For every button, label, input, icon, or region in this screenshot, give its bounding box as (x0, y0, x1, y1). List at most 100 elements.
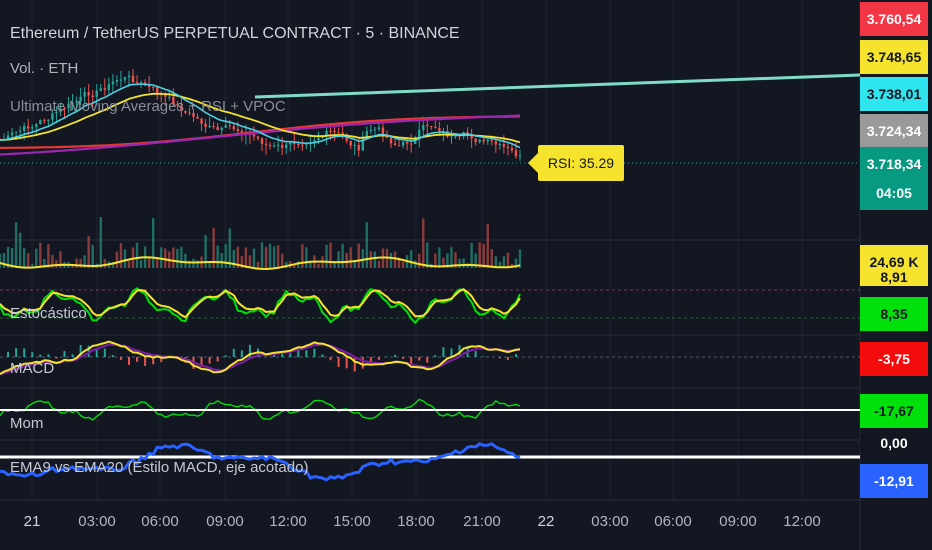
volume-bar (486, 224, 489, 268)
volume-bar (462, 258, 465, 268)
volume-bar (341, 243, 344, 268)
volume-bar (272, 246, 276, 268)
candle-body (59, 108, 62, 112)
volume-bar (208, 261, 211, 268)
macd-histogram-bar (410, 357, 413, 366)
symbol-title[interactable]: Ethereum / TetherUS PERPETUAL CONTRACT ·… (10, 25, 460, 42)
volume-bar (450, 247, 453, 268)
candle-body (458, 136, 461, 138)
candle-body (510, 148, 514, 151)
candle-body (422, 125, 425, 130)
volume-bar (228, 228, 231, 268)
volume-bar (22, 248, 26, 268)
macd-histogram-bar (369, 357, 372, 364)
indicator-badge: 8,35 (860, 297, 928, 331)
price-badge: 3.748,65 (860, 40, 928, 74)
candle-body (466, 132, 469, 135)
candle-body (486, 139, 489, 142)
macd-histogram-bar (224, 355, 227, 357)
mom-pane-label[interactable]: Mom (10, 415, 44, 432)
volume-label[interactable]: Vol. · ETH (10, 60, 79, 77)
candle-body (426, 125, 429, 127)
volume-bar (220, 252, 223, 268)
volume-ma-line (0, 256, 521, 270)
candle-body (333, 130, 336, 133)
stoch-k-line (0, 288, 521, 319)
candle-body (498, 144, 502, 146)
macd-line (0, 340, 521, 375)
volume-bar (389, 252, 393, 268)
candle-body (369, 129, 373, 132)
volume-bar (119, 243, 123, 268)
volume-bar (293, 263, 296, 268)
candle-body (172, 96, 175, 105)
candle-body (6, 135, 10, 140)
candle-body (79, 96, 82, 102)
candle-body (22, 125, 26, 131)
candle-body (147, 85, 151, 87)
volume-bar (135, 242, 139, 268)
volume-bar (236, 246, 240, 268)
indicator-badge: 0,00 (860, 434, 928, 452)
volume-bar (188, 260, 191, 268)
indicator-title[interactable]: Ultimate Moving Averages + RSI + VPOC (10, 98, 286, 115)
macd-histogram-bar (418, 357, 421, 361)
candle-body (95, 90, 98, 98)
candle-body (474, 138, 477, 143)
ema-pane-label[interactable]: EMA9 vs EMA20 (Estilo MACD, eje acotado) (10, 459, 309, 476)
macd-histogram-bar (345, 357, 348, 369)
candle-body (139, 82, 143, 84)
macd-histogram-bar (152, 357, 155, 365)
candle-body (256, 136, 260, 139)
candle-body (478, 139, 481, 143)
macd-histogram-bar (281, 353, 284, 357)
candle-body (204, 123, 207, 127)
volume-bar (0, 253, 2, 268)
time-axis-tick: 12:00 (783, 513, 821, 530)
volume-bar (59, 251, 62, 268)
volume-bar (14, 222, 18, 268)
volume-bar (180, 246, 183, 268)
candle-body (289, 142, 292, 145)
candle-body (151, 86, 155, 88)
time-axis-tick: 06:00 (654, 513, 692, 530)
macd-histogram-bar (79, 344, 82, 357)
volume-bar (482, 243, 485, 268)
volume-bar (160, 247, 163, 268)
macd-histogram-bar (103, 348, 106, 357)
macd-histogram-bar (450, 348, 453, 357)
volume-bar (31, 263, 34, 268)
macd-histogram-bar (442, 347, 445, 357)
candle-body (103, 88, 107, 90)
candle-body (365, 131, 369, 137)
volume-bar (27, 253, 30, 268)
candle-body (329, 130, 332, 132)
stoch-d-line (0, 287, 521, 324)
candle-body (131, 75, 135, 83)
candle-body (236, 129, 240, 131)
volume-bar (393, 251, 397, 268)
volume-bar (248, 255, 252, 268)
stochastic-pane-label[interactable]: Estocástico (10, 305, 87, 322)
candle-body (55, 111, 58, 114)
volume-bar (6, 246, 10, 268)
volume-bar (397, 257, 401, 268)
macd-histogram-bar (305, 350, 308, 357)
volume-bar (365, 222, 369, 268)
volume-bar (2, 253, 6, 268)
volume-bar (91, 244, 94, 268)
candle-body (115, 80, 119, 82)
price-badge: 3.724,34 (860, 114, 928, 148)
volume-bar (337, 251, 340, 268)
macd-pane-label[interactable]: MACD (10, 360, 55, 377)
candle-body (381, 127, 385, 136)
macd-histogram-bar (458, 345, 461, 357)
candle-body (357, 144, 360, 151)
price-badge: 3.718,34 (860, 147, 928, 181)
volume-bar (478, 242, 481, 268)
price-badge: 04:05 (860, 176, 928, 210)
macd-histogram-bar (31, 352, 34, 357)
volume-bar (470, 242, 473, 268)
